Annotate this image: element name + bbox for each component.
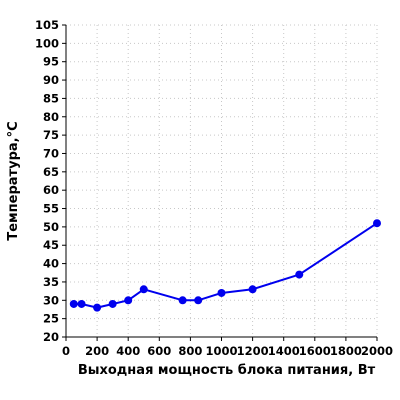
data-point [93,303,102,312]
y-axis-title: Температура,°C [6,121,21,240]
series-line [73,222,378,309]
y-tick-label: 100 [35,36,59,50]
x-tick-label: 200 [85,344,109,358]
axes [62,24,378,341]
y-tick-label: 55 [43,202,59,216]
y-tick-label: 30 [43,293,59,307]
data-point [69,299,78,308]
grid [66,24,378,337]
data-point [108,299,117,308]
y-tick-label: 50 [43,220,59,234]
y-tick-label: 45 [43,238,59,252]
data-point [139,285,148,294]
y-tick-label: 20 [43,330,59,344]
x-tick-label: 600 [147,344,171,358]
y-tick-label: 25 [43,312,59,326]
data-point [217,288,226,297]
data-point [373,219,381,228]
y-tick-label: 40 [43,257,59,271]
x-axis-title: Выходная мощность блока питания, Вт [78,363,376,378]
series [69,219,381,312]
x-tick-label: 1200 [237,344,269,358]
y-tick-label: 75 [43,128,59,142]
tick-labels: 20 25 30 35 40 45 50 55 60 65 70 75 80 85 90 95 100 105 0 2… [35,18,393,358]
y-tick-label: 95 [43,55,59,69]
x-tick-label: 400 [116,344,140,358]
y-tick-label: 80 [43,110,59,124]
y-tick-label: 60 [43,183,59,197]
x-tick-label: 2000 [361,344,393,358]
x-tick-label: 1600 [299,344,331,358]
x-tick-label: 1400 [268,344,300,358]
x-tick-label: 1800 [330,344,362,358]
x-tick-label: 800 [178,344,202,358]
y-tick-label: 35 [43,275,59,289]
y-tick-label: 90 [43,73,59,87]
data-point [295,270,304,279]
data-point [194,296,203,305]
x-tick-label: 0 [62,344,70,358]
y-tick-label: 65 [43,165,59,179]
y-tick-label: 85 [43,91,59,105]
data-point [77,299,86,308]
y-tick-label: 70 [43,146,59,160]
data-point [178,296,187,305]
data-point [248,285,257,294]
x-tick-label: 1000 [205,344,237,358]
data-point [124,296,133,305]
y-tick-label: 105 [35,18,59,32]
